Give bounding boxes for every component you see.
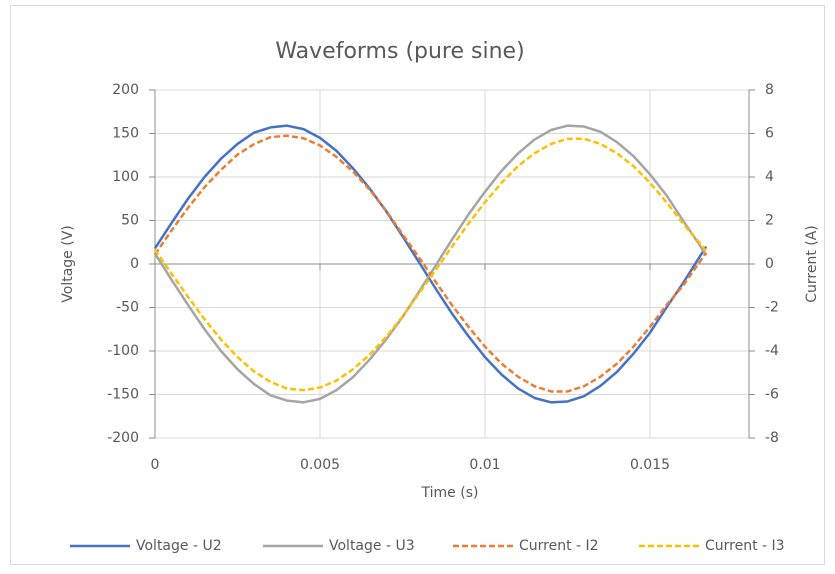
series-line bbox=[153, 134, 708, 393]
y-tick-label: 200 bbox=[112, 82, 139, 98]
x-tick-label: 0.01 bbox=[469, 457, 500, 473]
y2-tick-label: -2 bbox=[765, 300, 779, 316]
y-tick-label: 150 bbox=[112, 126, 139, 142]
legend-label: Voltage - U3 bbox=[329, 538, 415, 554]
y2-tick-label: 6 bbox=[765, 126, 774, 142]
y2-tick-label: 8 bbox=[765, 82, 774, 98]
y-axis-label: Voltage (V) bbox=[60, 225, 76, 302]
chart-title: Waveforms (pure sine) bbox=[275, 39, 524, 64]
y-tick-label: -100 bbox=[107, 343, 139, 359]
series-line bbox=[153, 124, 708, 404]
y-tick-label: -50 bbox=[116, 300, 139, 316]
x-axis-label: Time (s) bbox=[421, 485, 479, 501]
legend-label: Voltage - U2 bbox=[136, 538, 222, 554]
y-tick-label: 100 bbox=[112, 169, 139, 185]
x-tick-label: 0 bbox=[151, 457, 160, 473]
y2-tick-label: -4 bbox=[765, 343, 779, 359]
y-tick-label: -200 bbox=[107, 430, 139, 446]
y2-tick-label: 2 bbox=[765, 213, 774, 229]
y2-tick-label: -8 bbox=[765, 430, 779, 446]
y2-tick-label: -6 bbox=[765, 387, 779, 403]
y2-tick-label: 0 bbox=[765, 256, 774, 272]
y-tick-label: 0 bbox=[130, 256, 139, 272]
chart-border bbox=[10, 5, 825, 565]
x-tick-label: 0.005 bbox=[300, 457, 340, 473]
y2-axis-label: Current (A) bbox=[804, 225, 820, 303]
y2-tick-label: 4 bbox=[765, 169, 774, 185]
series-line bbox=[153, 124, 708, 404]
legend-label: Current - I3 bbox=[705, 538, 785, 554]
legend-label: Current - I2 bbox=[519, 538, 599, 554]
y-tick-label: 50 bbox=[121, 213, 139, 229]
y-tick-label: -150 bbox=[107, 387, 139, 403]
x-tick-label: 0.015 bbox=[630, 457, 670, 473]
